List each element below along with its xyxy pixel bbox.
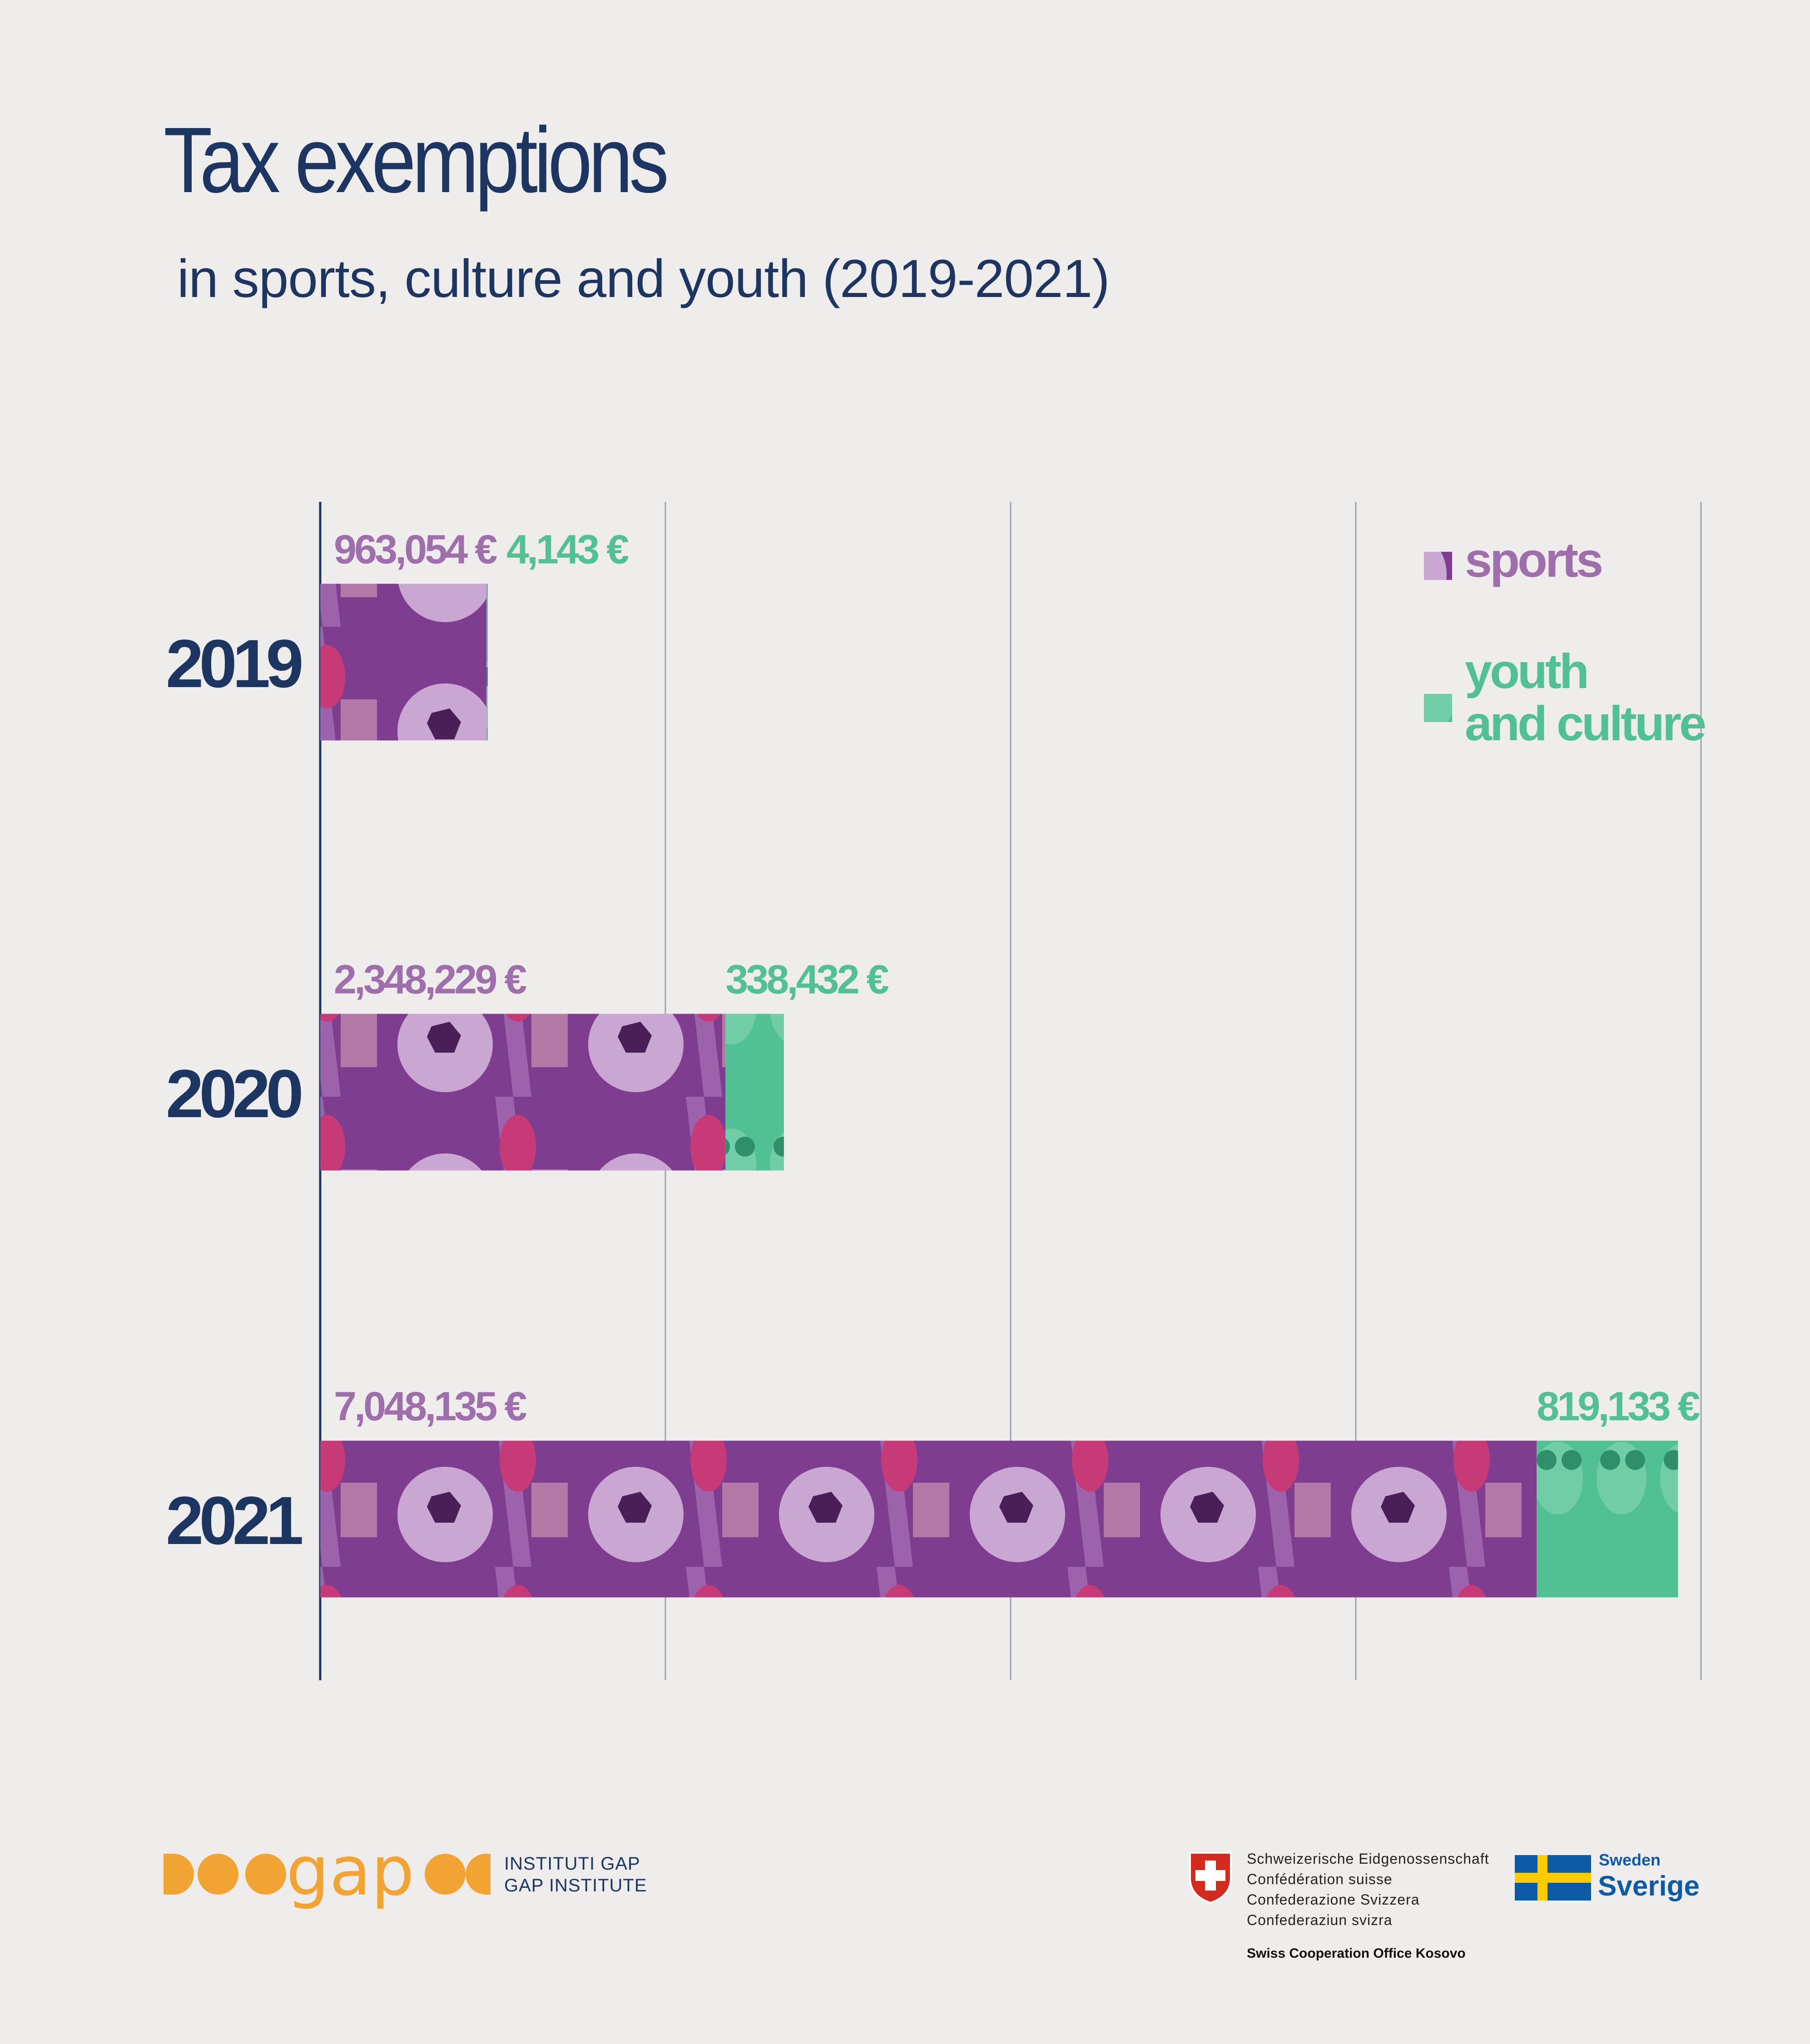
sverige-label: Sverige — [1598, 1871, 1700, 1902]
value-label-youth-culture: 4,143 € — [506, 527, 629, 573]
year-label: 2019 — [166, 625, 301, 702]
sweden-flag-icon — [1515, 1855, 1591, 1900]
gap-institute-line2: GAP INSTITUTE — [504, 1876, 647, 1896]
bar-sports — [320, 1440, 1537, 1598]
bar-youth-culture — [1537, 1440, 1678, 1598]
bars — [320, 584, 1678, 1598]
value-label-sports: 963,054 € — [334, 527, 497, 573]
bar-sports — [320, 584, 486, 741]
year-label: 2021 — [166, 1482, 302, 1559]
swiss-line-3: Confederazione Svizzera — [1247, 1891, 1420, 1908]
bar-youth-culture — [486, 584, 488, 741]
bar-youth-culture — [725, 1014, 784, 1171]
year-label: 2020 — [166, 1055, 301, 1132]
value-label-sports: 7,048,135 € — [334, 1384, 526, 1430]
value-label-youth-culture: 338,432 € — [725, 957, 888, 1003]
bar-sports — [320, 1014, 726, 1171]
swiss-line-1: Schweizerische Eidgenossenschaft — [1247, 1851, 1489, 1867]
chart-title: Tax exemptions — [164, 108, 669, 212]
legend-youth-label: youth — [1465, 643, 1587, 698]
swiss-line-2: Confédération suisse — [1247, 1871, 1393, 1887]
legend-culture-label: and culture — [1465, 696, 1705, 751]
bar-chart: 963,054 €4,143 € 2,348,229 € 338,432 € 7,04… — [166, 502, 1707, 1680]
value-label-sports: 2,348,229 € — [334, 957, 526, 1003]
gap-logo: gap — [164, 1844, 491, 1911]
legend: sports youth and culture — [1424, 532, 1707, 751]
legend-sports-swatch — [1424, 552, 1452, 580]
value-labels: 963,054 €4,143 € 2,348,229 € 338,432 € 7,04… — [334, 527, 1702, 1430]
chart-subtitle: in sports, culture and youth (2019-2021) — [177, 249, 1110, 309]
legend-youth-swatch — [1424, 694, 1452, 722]
gap-institute-line1: INSTITUTI GAP — [504, 1854, 640, 1874]
swiss-cooperation-office: Swiss Cooperation Office Kosovo — [1247, 1946, 1466, 1961]
legend-sports-label: sports — [1465, 532, 1602, 587]
value-label-youth-culture: 819,133 € — [1537, 1384, 1700, 1430]
year-labels: 2019 2020 2021 — [166, 625, 307, 1559]
swiss-coat-of-arms-icon — [1189, 1852, 1232, 1904]
swiss-line-4: Confederaziun svizra — [1247, 1912, 1393, 1928]
svg-text:gap: gap — [286, 1844, 414, 1911]
sweden-label: Sweden — [1599, 1851, 1661, 1869]
